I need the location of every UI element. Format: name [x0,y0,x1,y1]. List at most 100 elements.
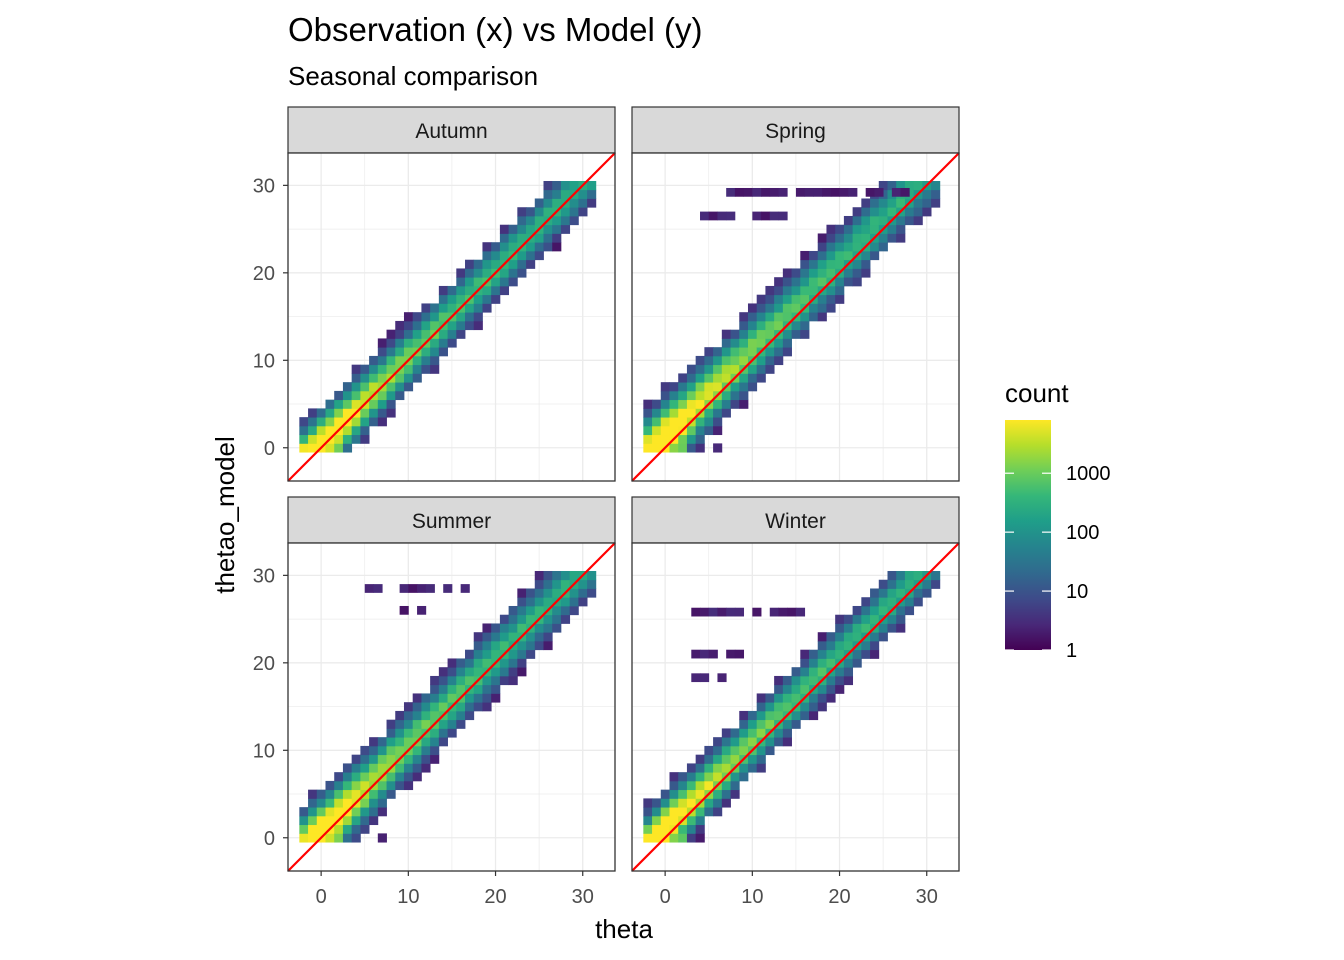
heatmap-bin [747,728,758,738]
heatmap-bin [669,798,679,808]
y-tick-label: 0 [264,438,275,460]
heatmap-bin [756,329,766,339]
heatmap-bin [456,702,466,712]
heatmap-bin [878,588,888,598]
heatmap-bin [870,597,880,607]
heatmap-bin [678,382,688,392]
heatmap-bin [861,198,871,208]
heatmap-bin [473,268,483,278]
heatmap-bin [765,693,775,703]
heatmap-bin [778,607,788,617]
heatmap-bin [587,198,597,208]
heatmap-bin [870,632,880,642]
heatmap-bin [826,658,836,668]
heatmap-bin [526,605,536,616]
heatmap-bin [386,338,396,348]
facet-spring: Spring [631,106,960,482]
heatmap-bin [747,364,758,374]
heatmap-bin [552,242,562,252]
heatmap-bin [691,649,701,659]
heatmap-bin [526,597,536,607]
heatmap-bin [465,285,475,296]
heatmap-bin [695,824,705,834]
heatmap-bin [517,259,527,269]
heatmap-bin [360,815,370,826]
heatmap-bin [395,355,405,366]
heatmap-bin [499,268,510,278]
heatmap-bin [817,667,827,677]
heatmap-bin [800,277,810,287]
heatmap-bin [386,390,396,401]
legend-tick-label: 1 [1066,640,1077,662]
heatmap-bin [721,355,731,366]
heatmap-bin [517,623,527,633]
heatmap-bin [721,373,731,383]
facet-strip-label: Winter [765,510,826,533]
heatmap-bin [852,233,862,243]
heatmap-bin [526,259,536,269]
heatmap-bin [421,754,431,764]
heatmap-bin [756,303,766,313]
heatmap-bin [360,754,370,764]
heatmap-bin [782,268,792,278]
heatmap-bin [491,623,501,633]
panel-border [287,152,616,482]
heatmap-bin [835,667,845,677]
heatmap-bin [412,728,422,738]
heatmap-bin [534,198,544,208]
heatmap-bin [465,320,475,331]
heatmap-bin [887,224,897,234]
y-tick-label: 30 [253,565,275,587]
y-axis-ticks: 0 10 20 30 0 10 20 30 [253,175,275,849]
heatmap-bin [730,772,740,782]
heatmap-bin [534,233,544,243]
heatmap-bin [482,285,492,296]
heatmap-bin [791,684,801,694]
heatmap-bin [438,728,448,738]
heatmap-bin [778,187,788,197]
heatmap-bin [652,833,662,843]
heatmap-bin [752,211,762,221]
heatmap-bin [730,355,740,366]
heatmap-bin [761,211,771,221]
heatmap-bin [756,338,766,348]
heatmap-bin [896,605,906,616]
heatmap-bin [465,268,475,278]
heatmap-bin [482,693,492,703]
heatmap-bin [691,607,701,617]
heatmap-bin [369,399,379,409]
heatmap-bin [730,329,740,339]
heatmap-bin [713,425,723,436]
heatmap-bin [704,408,714,418]
heatmap-bin [678,434,688,444]
facet-strip [631,106,960,154]
heatmap-bin [491,294,501,304]
heatmap-bin [782,737,792,747]
heatmap-bin [747,312,758,322]
heatmap-bin [369,798,379,808]
heatmap-bin [843,667,854,677]
heatmap-bin [700,607,710,617]
heatmap-bin [660,408,670,418]
heatmap-bin [508,614,518,624]
heatmap-bin [669,417,679,427]
heatmap-bin [822,187,832,197]
heatmap-bin [695,772,705,782]
heatmap-bin [325,408,335,418]
heatmap-bin [447,320,457,331]
heatmap-bin [695,754,705,764]
heatmap-bin [878,198,888,208]
heatmap-bin [534,570,544,581]
heatmap-bin [870,215,880,226]
heatmap-bin [351,434,361,444]
heatmap-bin [761,187,771,197]
heatmap-bin [774,728,784,738]
heatmap-bin [835,294,845,304]
heatmap-bin [508,649,518,659]
heatmap-bin [587,588,597,598]
heatmap-bin [782,294,792,304]
heatmap-bin [861,250,871,261]
heatmap-bin [765,364,775,374]
heatmap-bin [351,382,361,392]
